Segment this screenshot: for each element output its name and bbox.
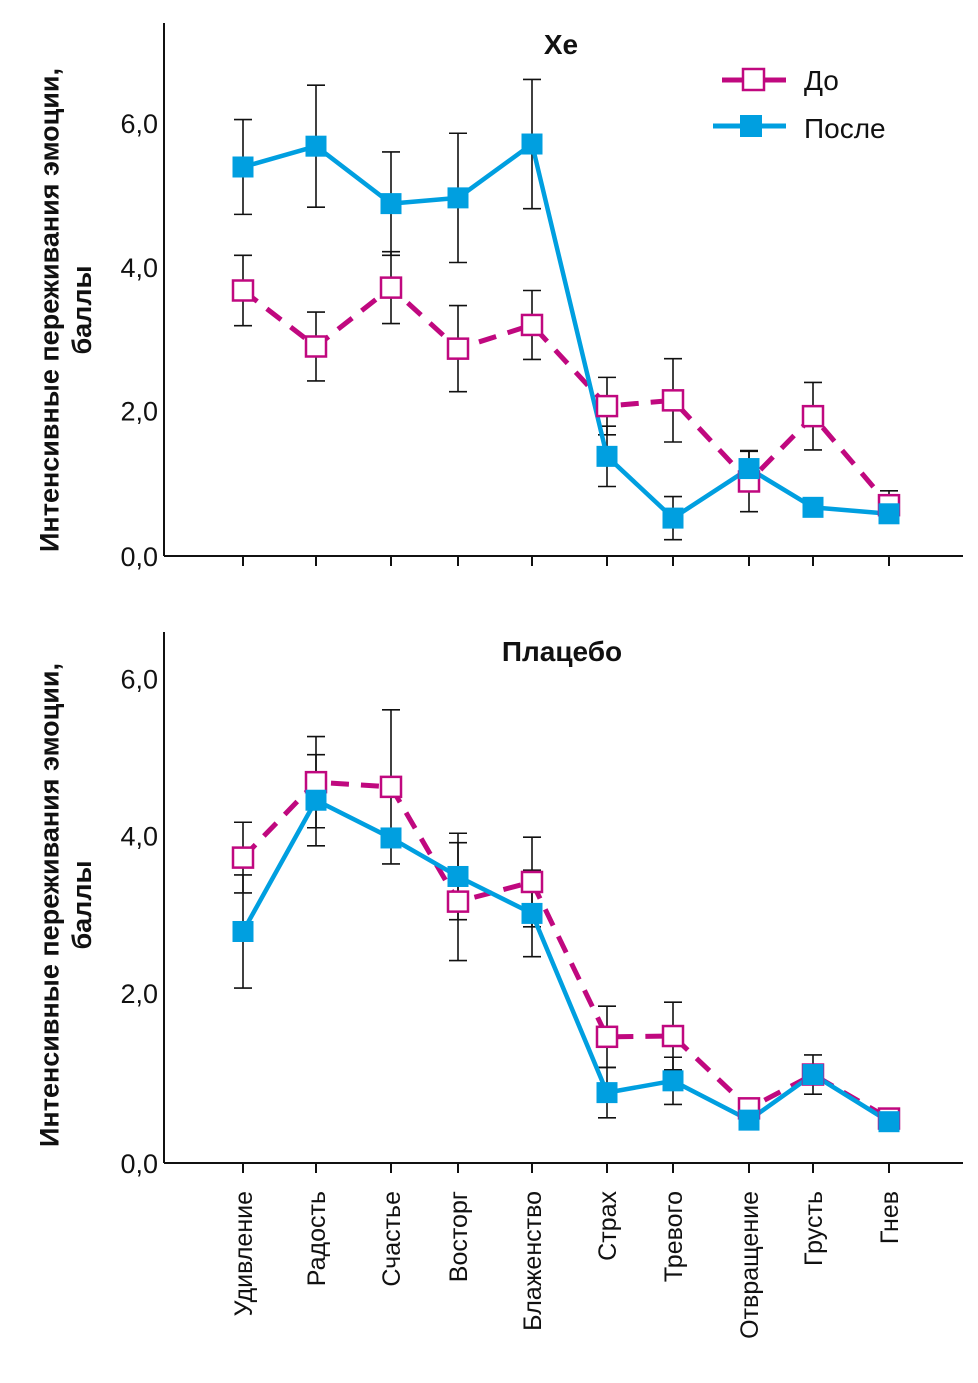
- data-point-posle: [596, 445, 618, 467]
- y-axis-label-line-2: баллы: [67, 860, 97, 949]
- data-point-posle: [305, 789, 327, 811]
- data-point-posle: [662, 507, 684, 529]
- x-tick-label: Восторг: [445, 1191, 473, 1282]
- data-point-posle: [878, 1111, 900, 1133]
- y-tick-label: 6,0: [120, 109, 158, 139]
- x-tick-label: Радость: [303, 1191, 331, 1286]
- data-point-do: [379, 775, 403, 799]
- y-tick-label: 2,0: [120, 396, 158, 426]
- legend-marker-do: [741, 67, 766, 92]
- panel-title: Плацебо: [502, 636, 622, 667]
- data-point-do: [661, 389, 685, 412]
- y-axis-label-text: Интенсивные переживания эмоции,баллы: [35, 68, 97, 552]
- data-point-do: [231, 279, 255, 302]
- y-axis-label: Интенсивные переживания эмоции,баллы: [35, 68, 97, 552]
- data-point-posle: [802, 1064, 824, 1086]
- series-line-do: [241, 285, 891, 507]
- y-tick-label: 0,0: [120, 1149, 158, 1179]
- data-point-do: [520, 313, 544, 337]
- data-point-posle: [662, 1070, 684, 1092]
- y-tick-label: 2,0: [120, 979, 158, 1009]
- data-point-do: [446, 337, 470, 360]
- data-point-posle: [380, 193, 402, 215]
- data-point-do: [379, 276, 403, 299]
- x-tick-label: Гнев: [876, 1191, 904, 1244]
- y-axis-label-text: Интенсивные переживания эмоции,баллы: [35, 663, 97, 1147]
- x-tick-label: Отвращение: [736, 1191, 764, 1339]
- data-point-do: [304, 770, 328, 794]
- y-tick-label: 4,0: [120, 253, 158, 283]
- data-point-posle: [232, 156, 254, 178]
- y-tick-label: 6,0: [120, 664, 158, 694]
- data-point-do: [801, 404, 825, 428]
- x-tick-label: Грусть: [800, 1191, 828, 1266]
- x-tick-label: Удивление: [230, 1191, 258, 1316]
- data-point-do: [304, 335, 328, 358]
- data-point-do: [661, 1024, 685, 1048]
- data-point-posle: [305, 135, 327, 157]
- data-point-posle: [738, 458, 760, 480]
- data-point-do: [595, 394, 619, 418]
- data-point-posle: [521, 133, 543, 155]
- y-tick-label: 4,0: [120, 822, 158, 852]
- data-point-posle: [878, 503, 900, 525]
- data-point-posle: [596, 1082, 618, 1104]
- y-axis-label: Интенсивные переживания эмоции,баллы: [35, 663, 97, 1147]
- data-point-posle: [447, 865, 469, 887]
- panel-placebo: Плацебо Интенсивные переживания эмоции,б…: [35, 632, 963, 1339]
- y-axis-label-line-1: Интенсивные переживания эмоции,: [35, 68, 65, 552]
- data-point-posle: [447, 187, 469, 209]
- data-point-posle: [232, 920, 254, 942]
- data-point-posle: [380, 827, 402, 849]
- x-tick-label: Страх: [594, 1191, 622, 1261]
- x-tick-label: Блаженство: [519, 1191, 547, 1331]
- data-point-do: [231, 846, 255, 869]
- panel-title: Хе: [544, 29, 578, 60]
- x-tick-label: Тревого: [660, 1191, 688, 1282]
- panel-xe: Хе Интенсивные переживания эмоции,баллы …: [35, 23, 963, 572]
- series-line-posle: [241, 797, 891, 1124]
- data-point-do: [595, 1025, 619, 1049]
- data-point-do: [446, 890, 470, 913]
- data-point-do: [520, 870, 544, 894]
- data-point-posle: [738, 1109, 760, 1131]
- y-tick-label: 0,0: [120, 542, 158, 572]
- x-tick-label: Счастье: [378, 1191, 406, 1287]
- legend-label-do: До: [804, 65, 839, 96]
- y-axis-label-line-1: Интенсивные переживания эмоции,: [35, 663, 65, 1147]
- legend-marker-posle: [740, 115, 762, 137]
- series-line-posle: [242, 141, 890, 521]
- legend: До После: [713, 65, 886, 144]
- data-point-posle: [521, 902, 543, 924]
- series-line-do: [241, 779, 891, 1121]
- data-point-posle: [802, 496, 824, 518]
- y-axis-label-line-2: баллы: [67, 265, 97, 354]
- legend-label-posle: После: [804, 113, 886, 144]
